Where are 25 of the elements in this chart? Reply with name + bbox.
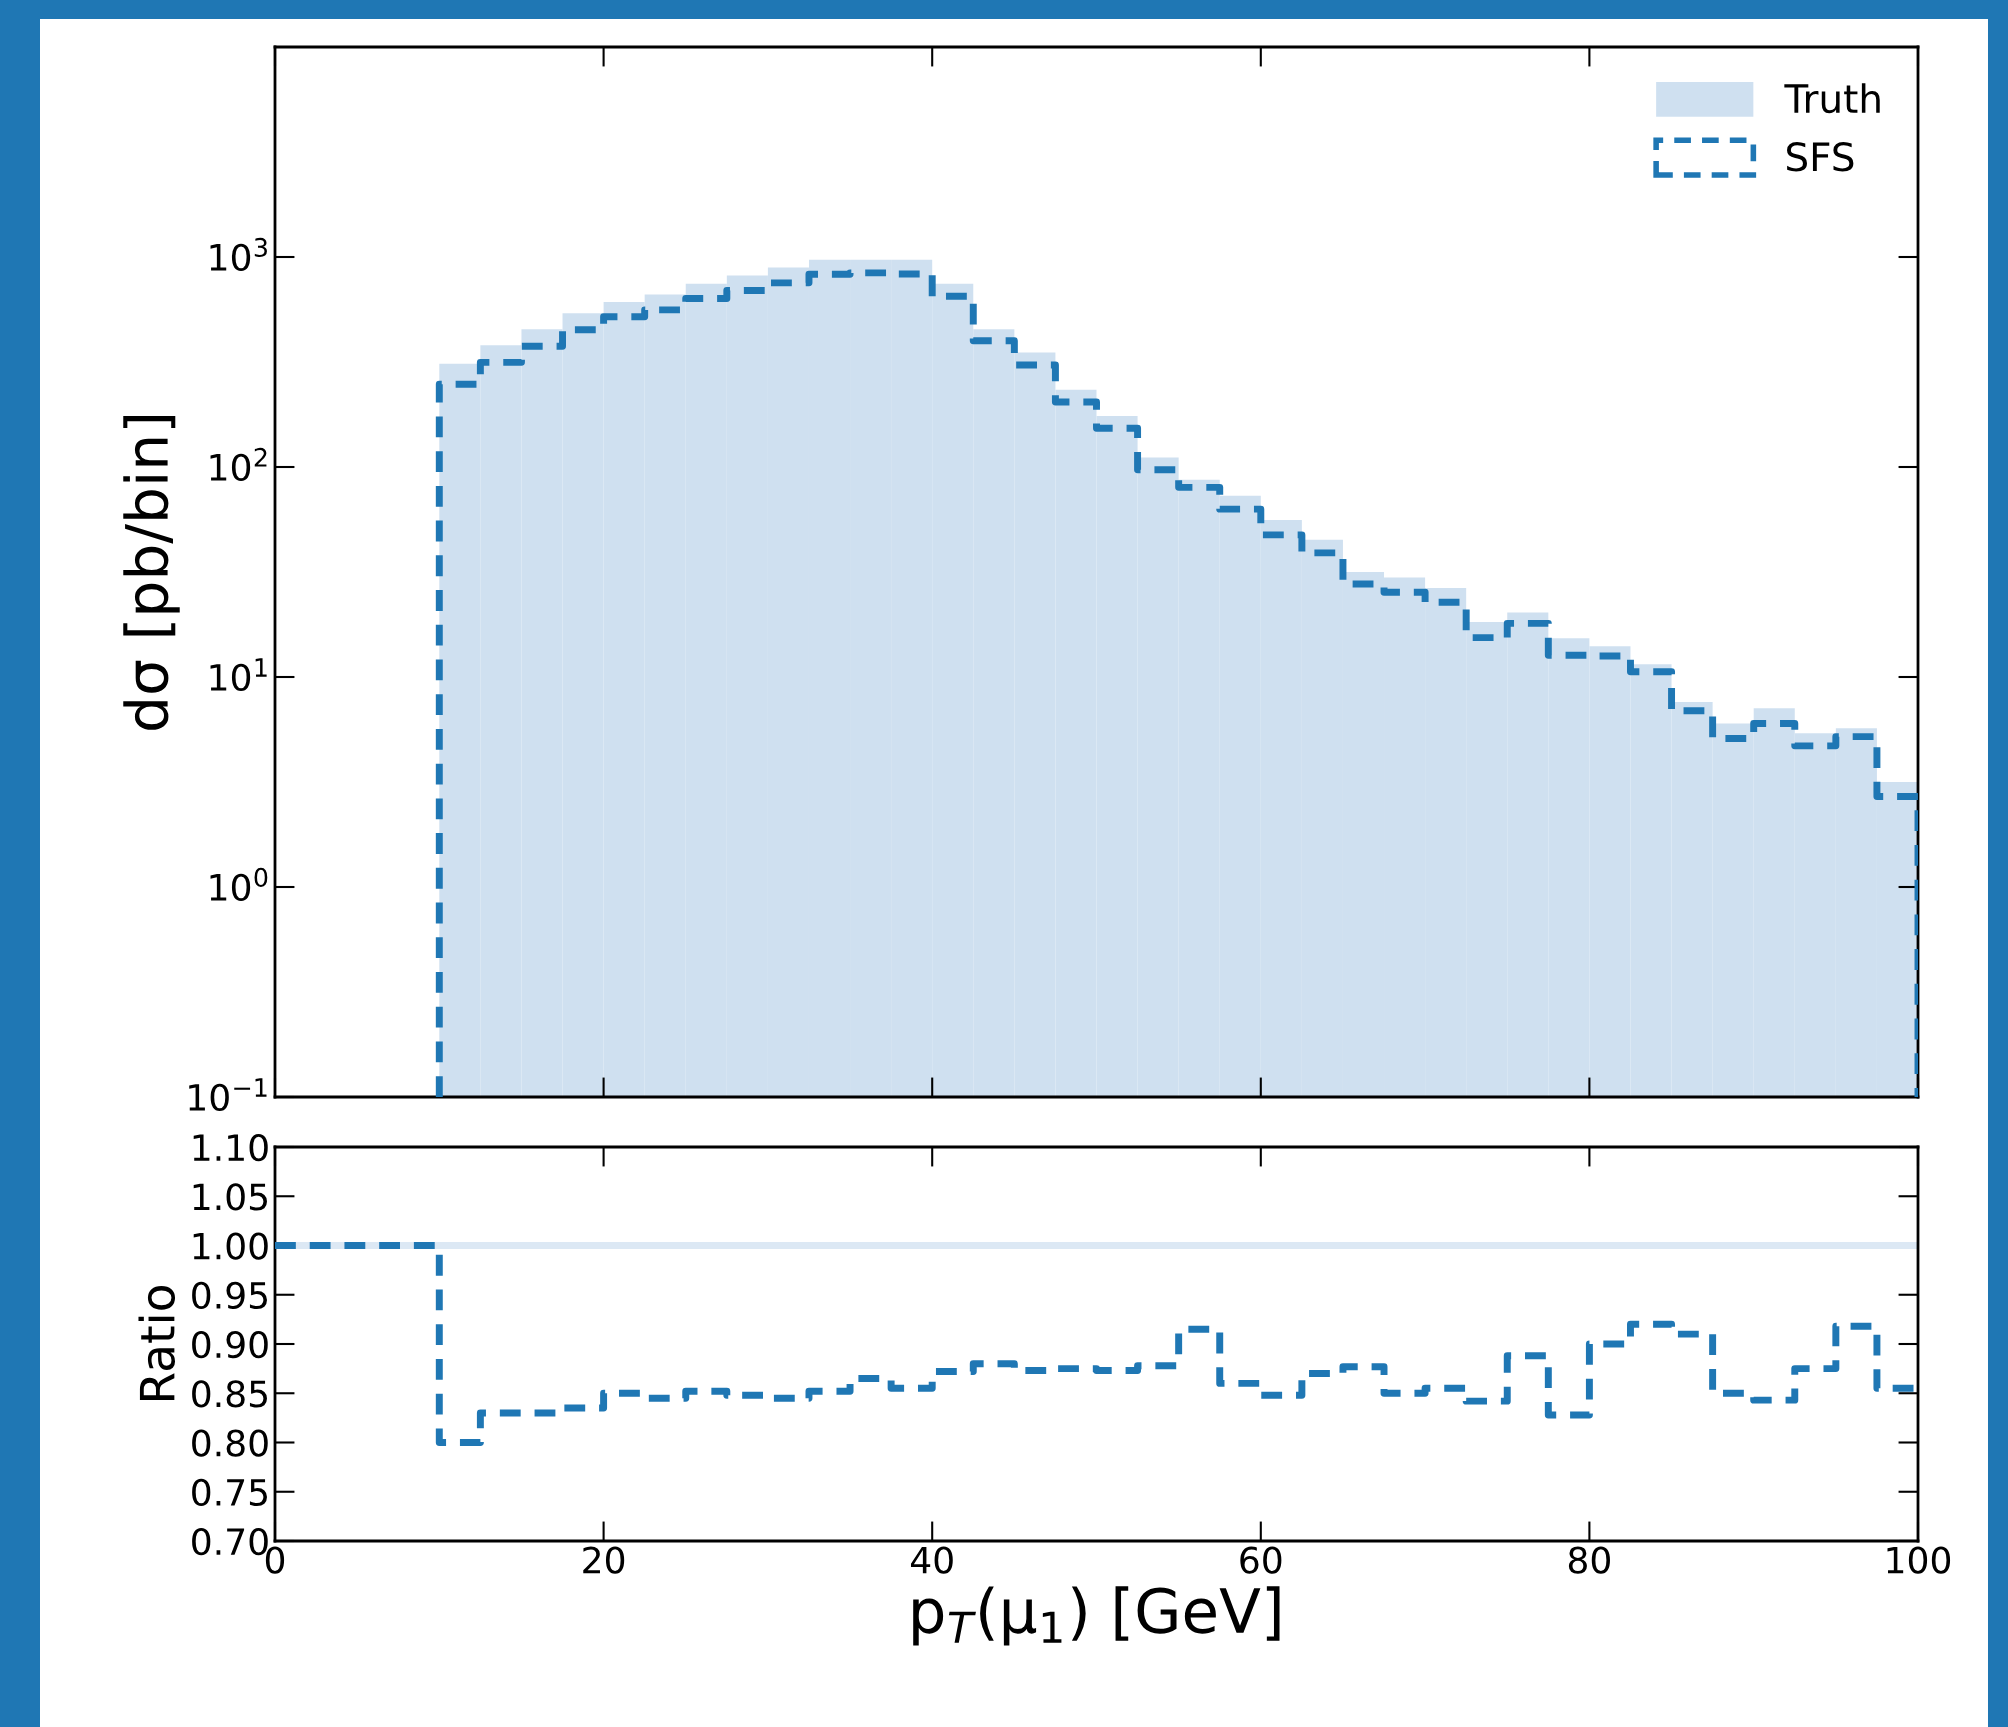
y-tick-label: 10$^{−1}$ xyxy=(189,1078,267,1111)
y-tick-label: 10$^{2}$ xyxy=(210,447,267,481)
y-tick-label: 1.00 xyxy=(193,1232,268,1260)
y-axis-title: dσ [pb/bin] xyxy=(123,416,180,730)
y-tick-label: 10$^{1}$ xyxy=(210,658,267,691)
y-tick-label: 0.95 xyxy=(192,1281,267,1309)
x-tick-label: 60 xyxy=(1240,1546,1282,1574)
x-tick-label: 100 xyxy=(1887,1546,1951,1574)
y-tick-label: 0.85 xyxy=(192,1380,267,1408)
x-axis-title: p$_{T}$(μ$_{1}$) [GeV] xyxy=(913,1586,1280,1646)
y-tick-label: 10$^{0}$ xyxy=(210,867,268,901)
y-tick-label: 0.80 xyxy=(192,1429,268,1457)
y-tick-label: 0.90 xyxy=(192,1330,268,1359)
y-axis-title: Ratio xyxy=(138,1285,176,1400)
y-tick-label: 1.10 xyxy=(193,1133,268,1162)
x-tick-label: 0 xyxy=(265,1546,285,1574)
legend-label: Truth xyxy=(1784,83,1880,114)
y-tick-label: 0.75 xyxy=(192,1478,267,1506)
x-tick-label: 40 xyxy=(910,1546,953,1574)
y-tick-label: 10$^{3}$ xyxy=(210,237,267,271)
x-tick-label: 80 xyxy=(1568,1546,1610,1574)
y-tick-label: 1.05 xyxy=(193,1183,267,1211)
x-tick-label: 20 xyxy=(583,1546,625,1574)
y-tick-label: 0.70 xyxy=(192,1527,268,1556)
legend-label: SFS xyxy=(1787,142,1854,172)
